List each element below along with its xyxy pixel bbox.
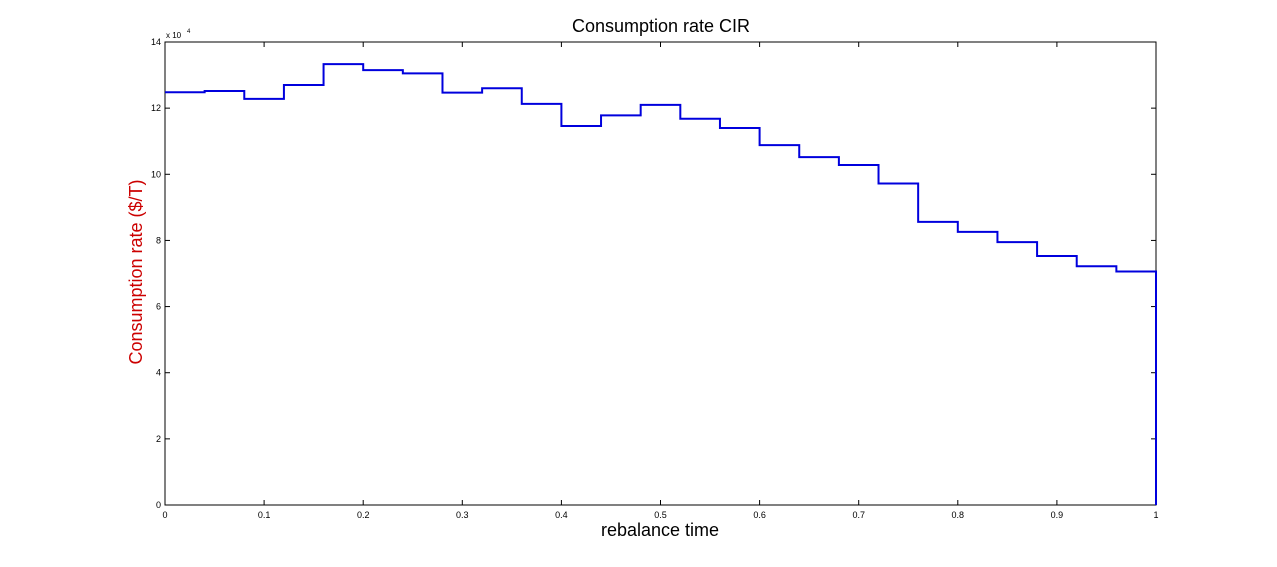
x-tick-label: 1 [1153,510,1158,520]
x-tick-label: 0.7 [852,510,865,520]
x-tick-label: 0.3 [456,510,469,520]
x-tick-label: 0.4 [555,510,568,520]
y-multiplier-base: x 10 [166,31,182,40]
x-tick-label: 0 [162,510,167,520]
series-step-line [165,63,1157,505]
x-tick-label: 0.5 [654,510,667,520]
y-tick-label: 0 [156,500,161,510]
x-axis-ticks: 0 0.1 0.2 0.3 0.4 0.5 0.6 0.7 0.8 0.9 1 [162,42,1159,520]
plot-area [164,41,1157,506]
y-axis-label: Consumption rate ($/T) [126,179,146,364]
x-tick-label: 0.9 [1051,510,1064,520]
y-tick-label: 14 [151,37,161,47]
x-tick-label: 0.8 [952,510,965,520]
x-axis-label: rebalance time [601,520,719,540]
y-tick-label: 10 [151,169,161,179]
y-tick-label: 4 [156,368,161,378]
y-tick-label: 8 [156,235,161,245]
y-tick-label: 6 [156,302,161,312]
y-multiplier: x 10 4 [166,29,191,40]
x-tick-label: 0.2 [357,510,370,520]
y-multiplier-exponent: 4 [187,29,191,35]
x-tick-label: 0.1 [258,510,271,520]
y-tick-label: 2 [156,434,161,444]
chart-title: Consumption rate CIR [572,16,750,36]
y-tick-label: 12 [151,103,161,113]
x-tick-label: 0.6 [753,510,766,520]
y-axis-ticks: 0 2 4 6 8 10 12 14 [151,37,1156,510]
